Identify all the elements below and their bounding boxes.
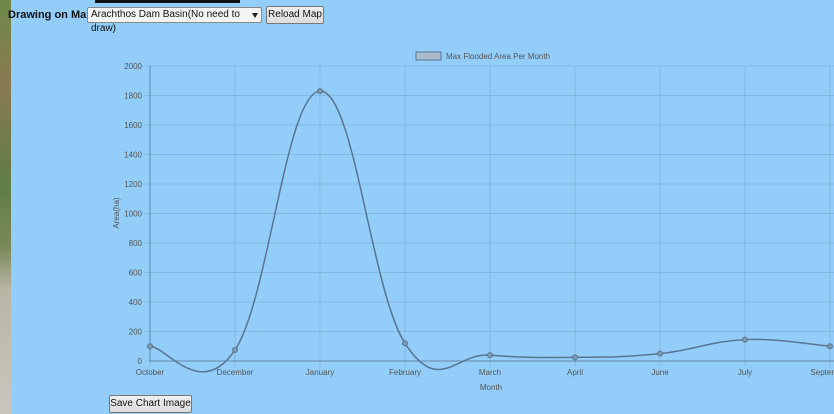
data-point bbox=[318, 89, 323, 94]
data-point bbox=[233, 347, 238, 352]
y-tick-label: 800 bbox=[129, 239, 143, 248]
select-arrow bbox=[252, 13, 258, 18]
y-tick-label: 1200 bbox=[124, 180, 142, 189]
data-point bbox=[403, 341, 408, 346]
page: 0 200 400 600 800 1000 1200 1400 1600 1800 2000 Oct… bbox=[0, 0, 834, 414]
x-tick-label: April bbox=[567, 368, 583, 377]
legend-swatch bbox=[416, 52, 441, 60]
y-tick-label: 1800 bbox=[124, 92, 142, 101]
y-tick-label: 1000 bbox=[124, 210, 142, 219]
chart: 0 200 400 600 800 1000 1200 1400 1600 1800 2000 Oct… bbox=[0, 0, 834, 414]
legend-label: Max Flooded Area Per Month bbox=[446, 52, 550, 61]
data-point bbox=[573, 355, 578, 360]
x-tick-label: July bbox=[738, 368, 752, 377]
y-tick-label: 1600 bbox=[124, 121, 142, 130]
save-button[interactable]: Save Chart Image bbox=[109, 395, 192, 413]
x-tick-label: March bbox=[479, 368, 501, 377]
y-axis-title: Area(ha) bbox=[112, 197, 121, 228]
y-tick-label: 2000 bbox=[124, 62, 142, 71]
data-point bbox=[658, 351, 663, 356]
x-tick-label: February bbox=[389, 368, 421, 377]
data-point bbox=[743, 337, 748, 342]
x-tick-label: June bbox=[651, 368, 669, 377]
basin-select[interactable]: Arachthos Dam Basin(No need to draw) bbox=[87, 7, 262, 23]
y-tick-label: 1400 bbox=[124, 151, 142, 160]
x-tick-label: January bbox=[306, 368, 334, 377]
y-tick-label: 600 bbox=[129, 269, 143, 278]
data-point bbox=[828, 344, 833, 349]
x-tick-label: September bbox=[810, 368, 834, 377]
data-point bbox=[488, 353, 493, 358]
reload-button[interactable]: Reload Map bbox=[266, 6, 324, 24]
x-tick-label: December bbox=[217, 368, 254, 377]
x-tick-label: October bbox=[136, 368, 165, 377]
y-tick-label: 0 bbox=[138, 357, 143, 366]
y-tick-label: 200 bbox=[129, 328, 143, 337]
toolbar-label: Drawing on Map bbox=[8, 9, 93, 21]
y-tick-label: 400 bbox=[129, 298, 143, 307]
x-axis-title: Month bbox=[480, 383, 502, 392]
data-point bbox=[148, 344, 153, 349]
